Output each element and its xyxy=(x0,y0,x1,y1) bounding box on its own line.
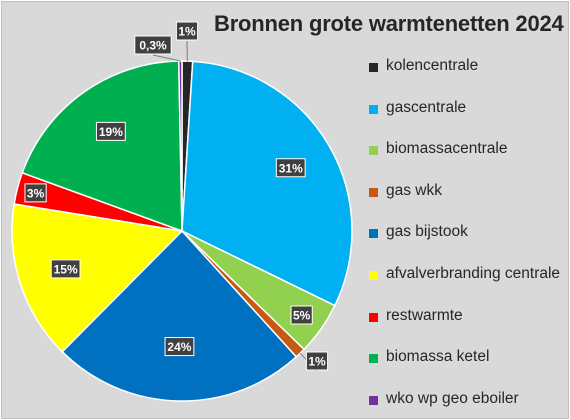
legend-swatch xyxy=(369,312,378,322)
legend-swatch xyxy=(369,229,378,239)
legend-swatch xyxy=(369,270,378,280)
data-label: 0,3% xyxy=(139,39,167,53)
legend-label: gascentrale xyxy=(386,98,467,116)
data-label: 3% xyxy=(27,186,45,200)
legend-label: restwarmte xyxy=(386,306,463,324)
legend-label: gas wkk xyxy=(386,181,442,199)
data-label-box xyxy=(50,259,81,279)
legend-label: biomassa ketel xyxy=(386,348,490,366)
data-label: 15% xyxy=(54,262,78,276)
legend-item: gascentrale xyxy=(369,97,568,139)
data-label-box xyxy=(275,158,306,178)
legend-item: kolencentrale xyxy=(369,55,568,97)
pie-slice-afvalverbranding-centrale xyxy=(11,203,184,353)
data-label: 31% xyxy=(279,161,303,175)
legend-label: kolencentrale xyxy=(386,57,479,74)
pie-slice-gas-bijstook xyxy=(61,229,298,402)
chart-title: Bronnen grote warmtenetten 2024 xyxy=(214,11,564,36)
data-label-box xyxy=(290,305,313,325)
legend-item: gas bijstook xyxy=(369,221,568,263)
data-label-box xyxy=(164,337,195,357)
legend: kolencentrale gascentrale biomassacentrale… xyxy=(369,55,568,418)
legend-item: wko wp geo eboiler xyxy=(369,388,568,418)
leader-line xyxy=(152,54,181,62)
data-label-box xyxy=(175,21,199,41)
data-label: 19% xyxy=(99,125,123,139)
legend-label: wko wp geo eboiler xyxy=(386,389,519,407)
legend-swatch xyxy=(369,146,378,156)
data-label: 5% xyxy=(293,309,311,323)
legend-item: restwarmte xyxy=(369,305,568,347)
data-label-box xyxy=(305,351,329,371)
legend-item: biomassa ketel xyxy=(369,346,568,388)
legend-label: biomassacentrale xyxy=(386,140,508,158)
legend-swatch xyxy=(369,104,378,114)
data-label-box xyxy=(24,183,47,203)
legend-swatch xyxy=(369,187,378,197)
data-label: 24% xyxy=(167,340,191,354)
data-label: 1% xyxy=(308,355,326,369)
legend-label: afvalverbranding centrale xyxy=(386,264,561,282)
legend-item: afvalverbranding centrale xyxy=(369,263,568,305)
legend-item: biomassacentrale xyxy=(369,138,568,180)
legend-swatch xyxy=(369,395,378,405)
legend-item: gas wkk xyxy=(369,180,568,222)
pie-slice-gascentrale xyxy=(181,60,353,307)
data-label-box xyxy=(95,121,126,141)
legend-swatch xyxy=(369,354,378,364)
legend-label: gas bijstook xyxy=(386,223,468,241)
pie-slice-biomassa-ketel xyxy=(21,60,183,233)
legend-swatch xyxy=(369,63,378,72)
data-label: 1% xyxy=(178,25,196,39)
data-label-box xyxy=(134,35,172,55)
